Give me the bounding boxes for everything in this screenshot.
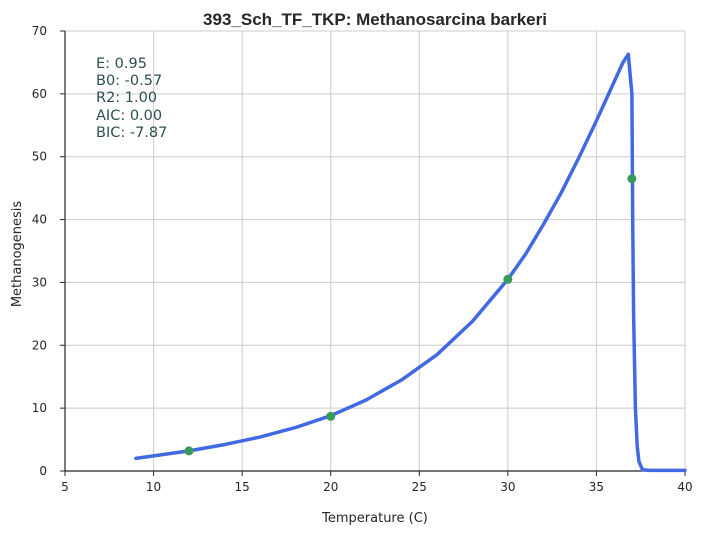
gridlines: [65, 30, 686, 471]
x-tick-label: 35: [589, 480, 604, 494]
y-ticks: 0 10 20 30 40 50 60 70: [32, 24, 65, 478]
series-group: [134, 52, 687, 473]
y-tick-label: 70: [32, 24, 47, 38]
x-tick-label: 10: [146, 480, 161, 494]
y-tick-label: 50: [32, 150, 47, 164]
fit-statistics: E: 0.95 B0: -0.57 R2: 1.00 AIC: 0.00 BIC…: [96, 56, 167, 141]
y-tick-label: 60: [32, 87, 47, 101]
y-tick-label: 0: [39, 464, 47, 478]
y-tick-label: 20: [32, 338, 47, 352]
data-point: [326, 411, 336, 421]
y-tick-label: 40: [32, 213, 47, 227]
stat-b0: B0: -0.57: [96, 73, 162, 89]
points-group: [184, 174, 637, 456]
x-axis-label: Temperature (C): [321, 511, 428, 526]
stat-e: E: 0.95: [96, 56, 147, 72]
chart-title: 393_Sch_TF_TKP: Methanosarcina barkeri: [203, 10, 547, 29]
y-axis-label: Methanogenesis: [10, 201, 25, 308]
stat-aic: AIC: 0.00: [96, 108, 162, 124]
axes: [64, 31, 685, 472]
fit-curve-line: [134, 52, 687, 473]
x-tick-label: 40: [677, 480, 692, 494]
x-tick-label: 30: [500, 480, 515, 494]
x-tick-label: 5: [61, 480, 69, 494]
x-tick-label: 25: [412, 480, 427, 494]
data-point: [503, 274, 513, 284]
y-tick-label: 30: [32, 275, 47, 289]
y-tick-label: 10: [32, 401, 47, 415]
x-tick-label: 15: [235, 480, 250, 494]
stat-bic: BIC: -7.87: [96, 125, 167, 141]
data-point: [184, 446, 194, 456]
data-point: [627, 174, 637, 184]
stat-r2: R2: 1.00: [96, 90, 157, 106]
x-tick-label: 20: [323, 480, 338, 494]
x-ticks: 5 10 15 20 25 30 35 40: [61, 471, 693, 494]
